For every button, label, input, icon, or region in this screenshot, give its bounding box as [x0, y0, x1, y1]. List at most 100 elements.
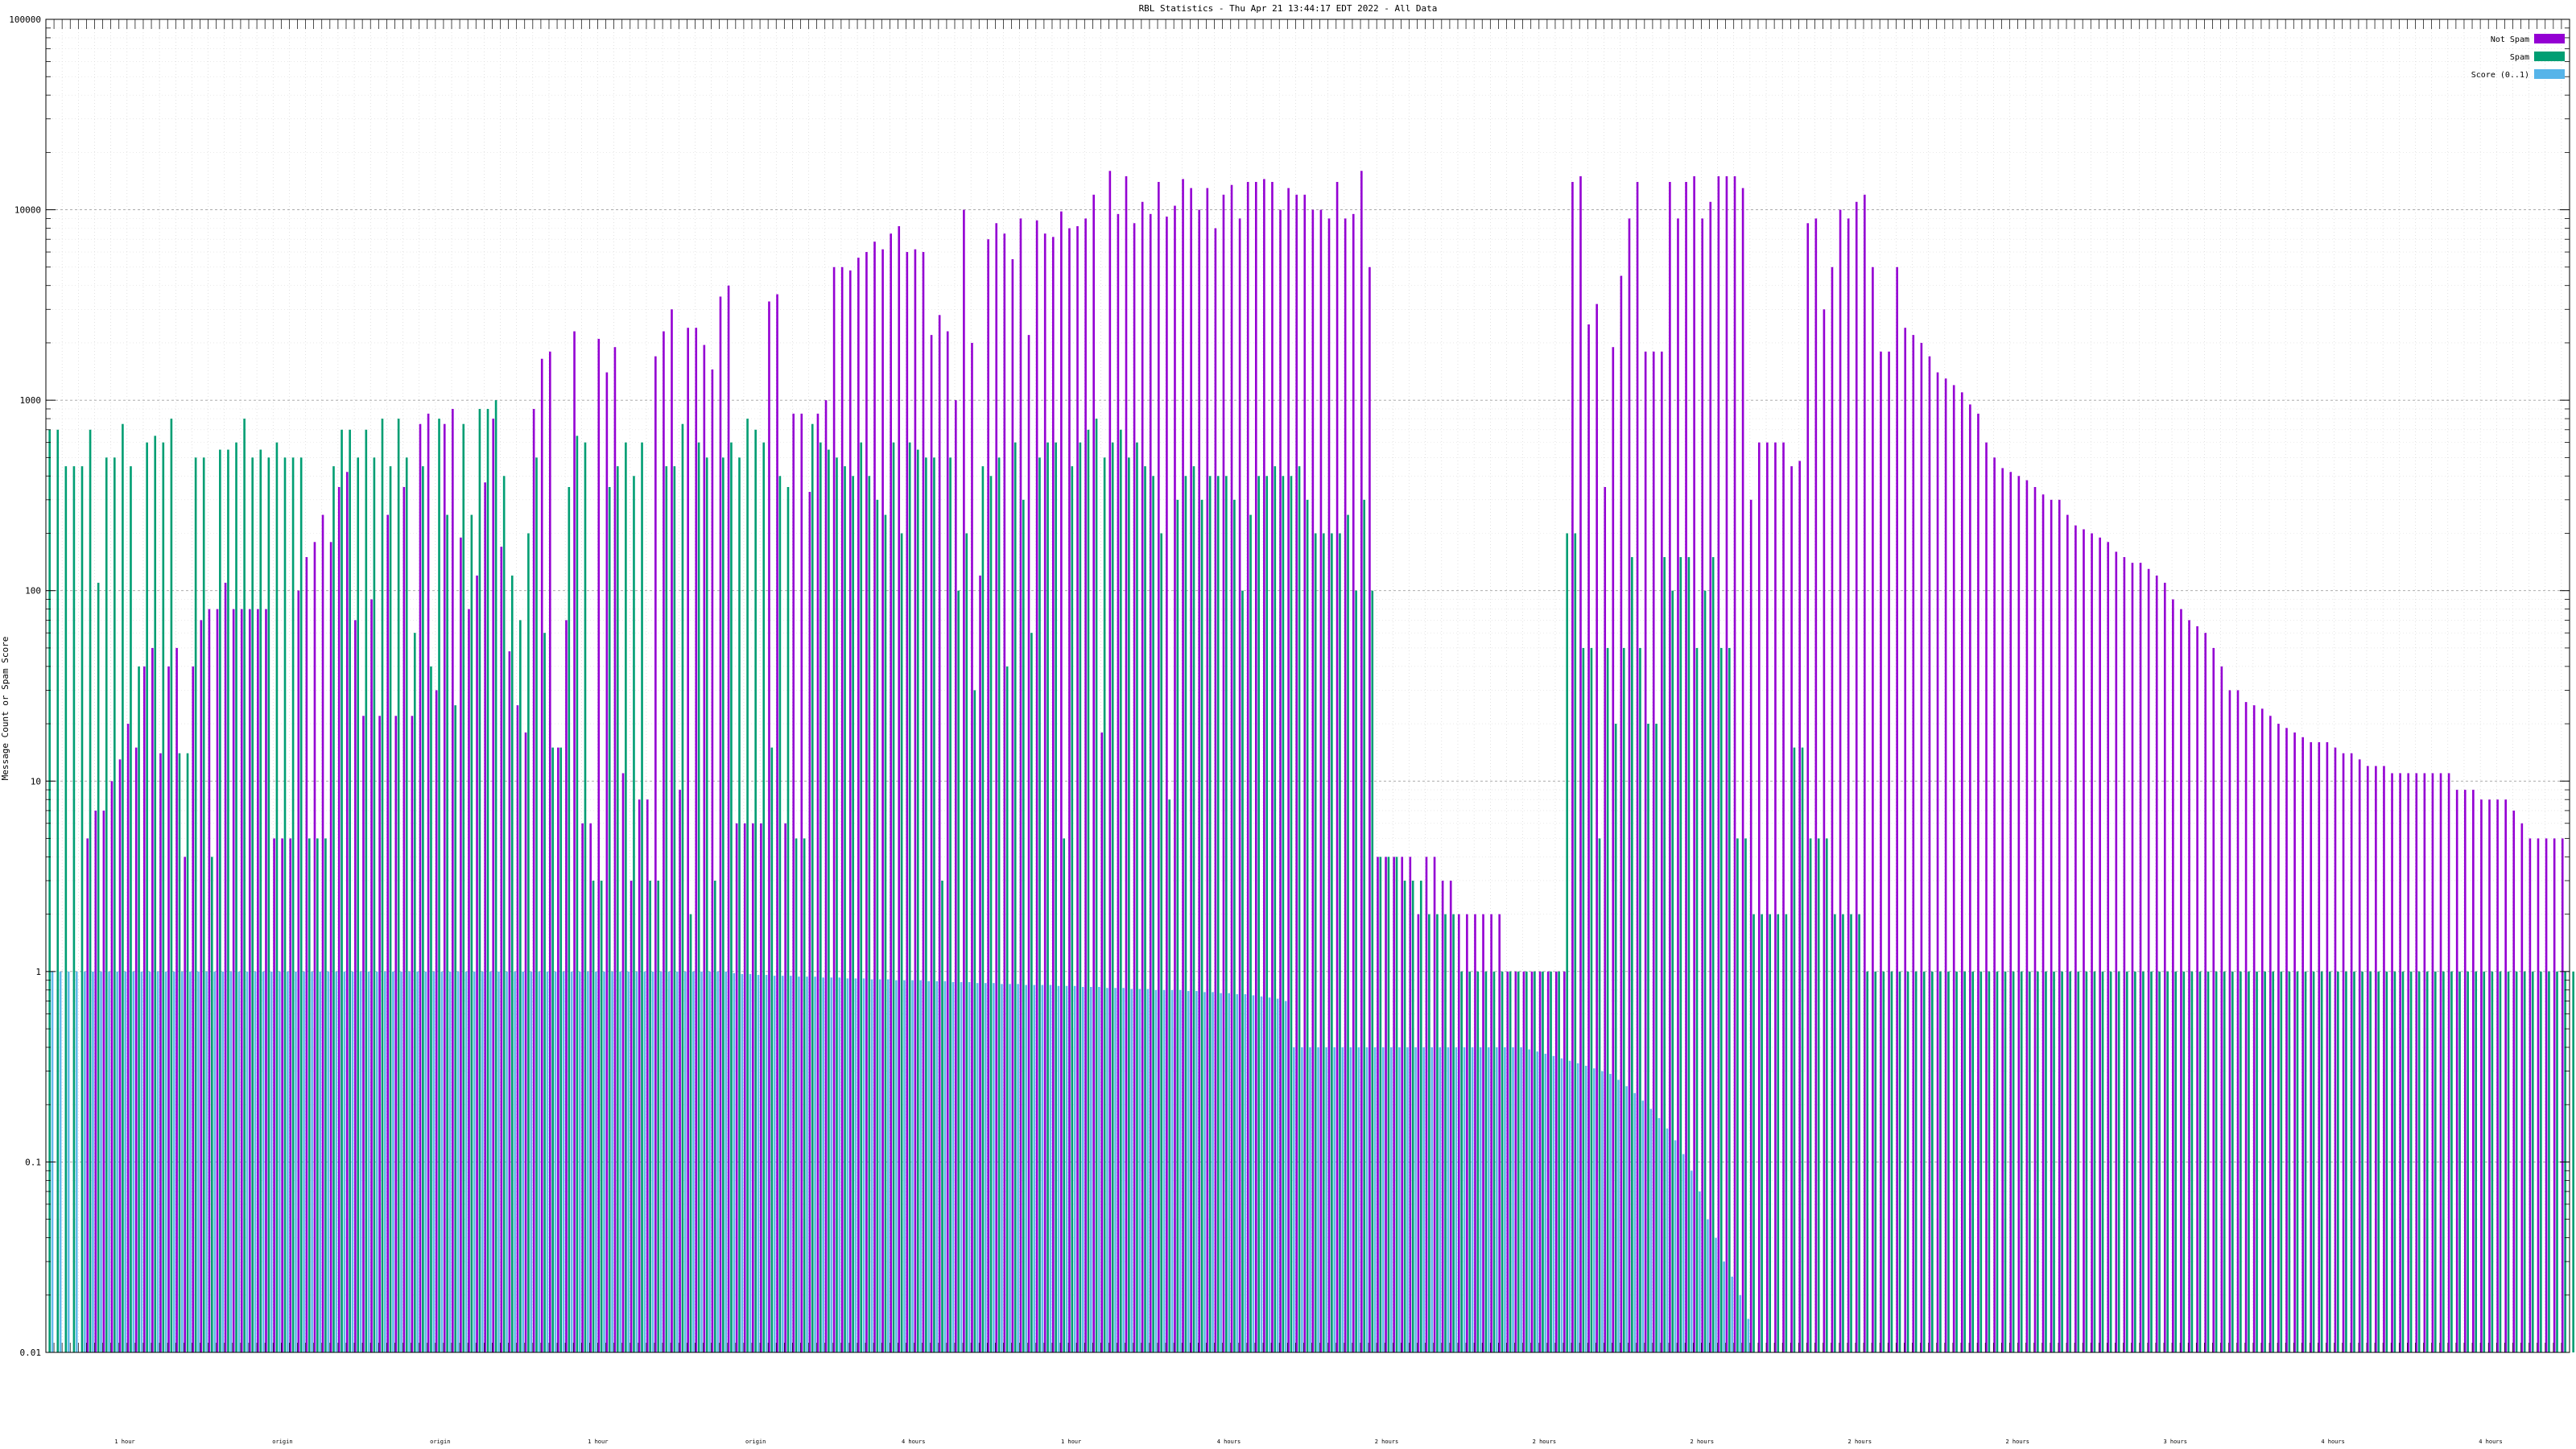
bar-not-spam	[1174, 205, 1176, 1352]
bar-spam	[2117, 971, 2120, 1352]
bar-score-0-1-	[1154, 989, 1158, 1352]
bar-not-spam	[2439, 773, 2442, 1352]
bar-spam	[122, 423, 124, 1353]
bar-not-spam	[500, 547, 503, 1352]
bar-not-spam	[1238, 218, 1241, 1352]
bar-spam	[1257, 476, 1260, 1352]
bar-score-0-1-	[205, 971, 208, 1352]
bar-not-spam	[703, 345, 706, 1352]
bar-score-0-1-	[611, 971, 613, 1352]
bar-spam	[1192, 466, 1195, 1353]
bar-spam	[1160, 533, 1162, 1352]
bar-spam	[1955, 971, 1958, 1352]
bar-spam	[2385, 971, 2388, 1352]
bar-spam	[1265, 476, 1269, 1352]
bar-spam	[900, 533, 903, 1352]
bar-spam	[243, 419, 246, 1352]
bar-spam	[2053, 971, 2055, 1352]
bar-spam	[332, 466, 335, 1353]
bar-spam	[657, 880, 660, 1352]
bar-score-0-1-	[587, 971, 589, 1352]
bar-score-0-1-	[1041, 985, 1044, 1352]
bar-not-spam	[1352, 213, 1355, 1353]
bar-spam	[2256, 971, 2258, 1352]
bar-score-0-1-	[1341, 1047, 1344, 1352]
bar-score-0-1-	[295, 971, 297, 1352]
bar-not-spam	[906, 252, 909, 1352]
bar-spam	[2231, 971, 2234, 1352]
bar-score-0-1-	[1001, 984, 1003, 1352]
bar-not-spam	[2383, 766, 2385, 1352]
bar-score-0-1-	[1504, 1047, 1506, 1352]
bar-not-spam	[1604, 487, 1607, 1352]
bar-score-0-1-	[781, 976, 784, 1352]
bar-score-0-1-	[148, 971, 151, 1352]
bar-not-spam	[630, 880, 633, 1352]
bar-spam	[738, 457, 741, 1352]
bar-not-spam	[1482, 914, 1484, 1352]
bar-not-spam	[711, 369, 714, 1353]
bar-not-spam	[2115, 551, 2118, 1352]
bar-spam	[1558, 971, 1560, 1352]
bar-not-spam	[2326, 742, 2329, 1352]
bars	[48, 171, 2574, 1353]
bar-not-spam	[192, 666, 195, 1352]
bar-score-0-1-	[919, 980, 922, 1352]
bar-not-spam	[2074, 525, 2077, 1353]
bar-spam	[1590, 647, 1593, 1352]
bar-not-spam	[345, 472, 349, 1352]
bar-spam	[892, 442, 895, 1352]
bar-spam	[1703, 590, 1707, 1352]
bar-not-spam	[2220, 666, 2223, 1352]
bar-spam	[1492, 971, 1496, 1352]
bar-spam	[1379, 857, 1382, 1352]
bar-not-spam	[2091, 533, 2093, 1352]
bar-spam	[1233, 499, 1236, 1352]
bar-not-spam	[548, 351, 551, 1352]
bar-spam	[1874, 971, 1877, 1352]
bar-spam	[1963, 971, 1966, 1352]
bar-not-spam	[613, 347, 617, 1353]
bar-not-spam	[394, 716, 398, 1352]
bar-not-spam	[2455, 790, 2458, 1352]
bar-spam	[1639, 647, 1641, 1352]
bar-not-spam	[2204, 633, 2207, 1352]
x-axis-labels: 1 hour origin origin 1 hour origin 4 hours 1 h…	[114, 1439, 2502, 1445]
bar-not-spam	[930, 335, 933, 1352]
bar-not-spam	[1766, 442, 1769, 1352]
bar-spam	[2288, 971, 2291, 1352]
legend-swatch	[2534, 69, 2565, 79]
bar-not-spam	[1571, 182, 1574, 1352]
bar-not-spam	[2463, 790, 2467, 1352]
bar-spam	[80, 466, 84, 1353]
bar-spam	[1095, 419, 1098, 1352]
bar-score-0-1-	[172, 971, 175, 1352]
bar-not-spam	[1441, 880, 1444, 1352]
bar-spam	[2377, 971, 2380, 1352]
bar-score-0-1-	[1017, 984, 1019, 1352]
bar-score-0-1-	[359, 971, 362, 1352]
bar-score-0-1-	[1657, 1117, 1661, 1352]
bar-spam	[1655, 724, 1657, 1352]
bar-not-spam	[337, 487, 341, 1352]
bar-not-spam	[1133, 223, 1136, 1352]
bar-spam	[470, 514, 473, 1352]
bar-spam	[154, 436, 157, 1352]
bar-spam	[1087, 429, 1090, 1352]
bar-score-0-1-	[854, 978, 857, 1352]
x-group-label: 4 hours	[2479, 1439, 2503, 1445]
bar-not-spam	[232, 609, 235, 1352]
bar-spam	[2174, 971, 2178, 1352]
bar-not-spam	[1798, 460, 1801, 1352]
bar-not-spam	[2180, 609, 2182, 1352]
bar-spam	[1079, 442, 1082, 1352]
bar-score-0-1-	[790, 976, 792, 1352]
bar-score-0-1-	[456, 971, 460, 1352]
bar-score-0-1-	[1220, 993, 1222, 1352]
bar-not-spam	[1287, 188, 1290, 1352]
bar-spam	[2280, 971, 2283, 1352]
bar-score-0-1-	[675, 971, 679, 1352]
bar-not-spam	[2058, 499, 2061, 1352]
bar-spam	[2548, 971, 2550, 1352]
bar-score-0-1-	[1228, 993, 1230, 1352]
